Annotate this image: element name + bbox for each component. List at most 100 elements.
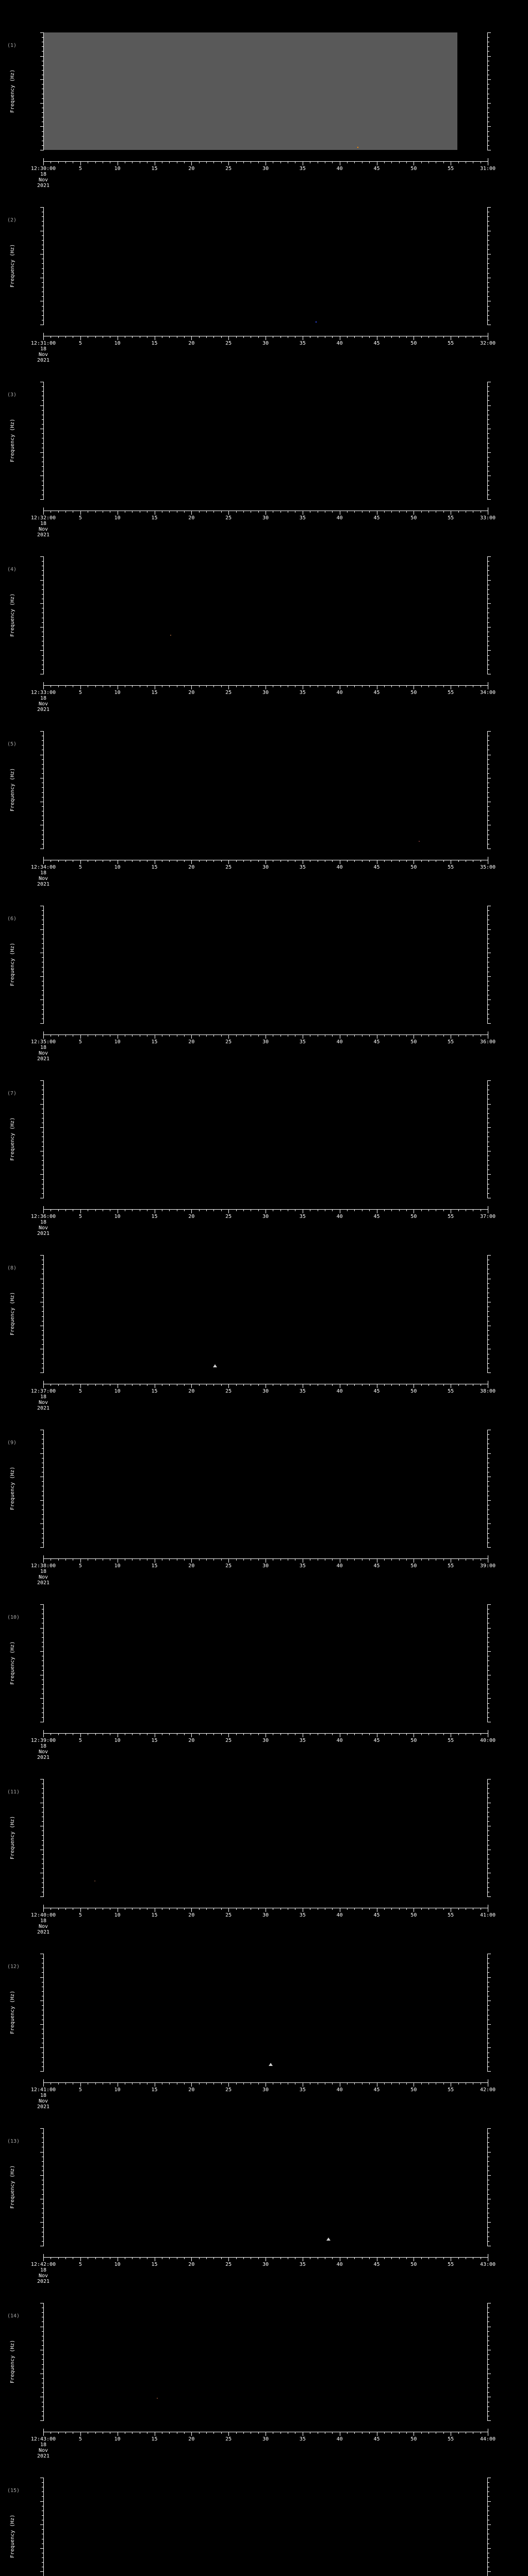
x-tick-minor (236, 161, 237, 163)
y-tick-minor (42, 1094, 44, 1095)
plot-area[interactable]: 02004006008001000 (40, 1255, 491, 1373)
y-tick-minor (42, 2057, 44, 2058)
x-tick-major (80, 1035, 81, 1039)
detection-marker[interactable] (94, 1880, 96, 1882)
y-tick-minor (42, 2066, 44, 2067)
y-tick-minor (42, 924, 44, 925)
x-tick-label: 10 (114, 341, 121, 346)
y-tick-minor (487, 924, 489, 925)
detection-marker[interactable] (212, 1364, 217, 1367)
plot-area[interactable]: 02004006008001000 (40, 906, 491, 1024)
y-tick-major (487, 1453, 491, 1454)
y-tick-minor (42, 263, 44, 264)
x-tick-label: 40 (336, 1214, 343, 1219)
plot-area[interactable]: 02004006008001000 (40, 207, 491, 325)
x-tick-minor (369, 1384, 370, 1386)
plot-area[interactable]: 02004006008001000 (40, 2303, 491, 2421)
plot-area[interactable]: 02004006008001000 (40, 731, 491, 849)
x-axis (43, 1730, 488, 1737)
date-line: 2021 (37, 882, 50, 887)
x-tick-label: 15 (151, 1738, 158, 1743)
detection-marker[interactable] (419, 841, 420, 842)
x-tick-minor (221, 1733, 222, 1735)
x-tick-major (191, 1733, 192, 1737)
y-tick-minor (42, 268, 44, 269)
y-tick-minor (487, 1835, 489, 1836)
spectrogram-image (44, 32, 457, 150)
y-tick-major (40, 580, 44, 581)
x-tick-label: 30 (262, 1388, 269, 1394)
x-tick-minor (280, 1035, 281, 1037)
x-tick-major (228, 685, 229, 689)
y-tick-major (40, 2151, 44, 2153)
detection-marker[interactable] (156, 2397, 158, 2399)
x-tick-minor (428, 161, 430, 163)
plot-area[interactable]: 02004006008001000 (40, 556, 491, 674)
y-tick-minor (487, 135, 489, 137)
x-tick-minor (258, 511, 259, 513)
detection-marker[interactable] (315, 321, 317, 323)
x-tick-minor (199, 161, 200, 163)
x-tick-minor (458, 511, 459, 513)
x-tick-minor (406, 1035, 407, 1037)
y-axis-title: Frequency (Hz) (10, 69, 15, 113)
x-tick-minor (332, 2082, 333, 2084)
y-tick-minor (487, 1448, 489, 1449)
y-tick-minor (42, 2331, 44, 2332)
x-tick-minor (391, 2432, 392, 2434)
detection-marker[interactable] (268, 2062, 273, 2066)
x-tick-label: 5 (78, 690, 82, 696)
y-tick-minor (487, 240, 489, 241)
x-tick-minor (65, 1908, 67, 1910)
date-line: Nov (38, 1225, 48, 1231)
date-line: 18 (40, 2093, 47, 2098)
y-tick-major (487, 2501, 491, 2502)
plot-area[interactable]: 02004006008001000 (40, 1779, 491, 1897)
detection-marker[interactable] (357, 147, 359, 148)
y-tick-major (40, 103, 44, 104)
panel-index-label: (9) (7, 1440, 17, 1446)
plot-area[interactable]: 02004006008001000 (40, 1430, 491, 1548)
y-tick-minor (487, 934, 489, 935)
detection-marker[interactable] (326, 2237, 331, 2241)
plot-area[interactable]: 02004006008001000 (40, 382, 491, 500)
y-tick-major (40, 1651, 44, 1652)
plot-area[interactable]: 02004006008001000 (40, 32, 491, 150)
x-tick-minor (369, 161, 370, 163)
x-tick-label: 5 (78, 1563, 82, 1569)
x-axis-end-cap (43, 507, 44, 511)
x-tick-minor (243, 2432, 244, 2434)
x-tick-minor (243, 161, 244, 163)
x-tick-label: 10 (114, 1388, 121, 1394)
x-tick-label: 10 (114, 2262, 121, 2267)
plot-area[interactable]: 02004006008001000 (40, 2128, 491, 2246)
x-tick-minor (65, 2257, 67, 2259)
x-tick-minor (243, 685, 244, 687)
x-tick-minor (95, 2257, 96, 2259)
y-tick-minor (487, 1670, 489, 1671)
x-tick-minor (258, 1558, 259, 1561)
date-line: 18 (40, 346, 47, 352)
y-tick-minor (487, 2236, 489, 2237)
x-tick-minor (458, 1384, 459, 1386)
x-tick-minor (428, 860, 430, 862)
x-tick-minor (65, 161, 67, 163)
y-tick-minor (487, 787, 489, 788)
y-tick-minor (42, 1297, 44, 1298)
plot-area[interactable]: 02004006008001000 (40, 1954, 491, 2072)
y-tick-minor (487, 561, 489, 562)
detection-marker[interactable] (170, 634, 171, 636)
y-tick-major (40, 976, 44, 977)
y-tick-major (40, 1372, 44, 1373)
plot-area[interactable]: 02004006008001000 (40, 1604, 491, 1722)
x-tick-minor (391, 161, 392, 163)
x-tick-minor (332, 336, 333, 338)
plot-area[interactable]: 02004006008001000 (40, 2478, 491, 2576)
plot-area[interactable]: 02004006008001000 (40, 1080, 491, 1198)
x-tick-minor (406, 685, 407, 687)
spectrogram-panel: (10) Frequency (Hz) 02004006008001000 12:39… (0, 1572, 528, 1760)
x-tick-minor (399, 161, 400, 163)
y-tick-major (487, 999, 491, 1001)
x-tick-minor (184, 2432, 185, 2434)
x-tick-major (191, 1558, 192, 1563)
